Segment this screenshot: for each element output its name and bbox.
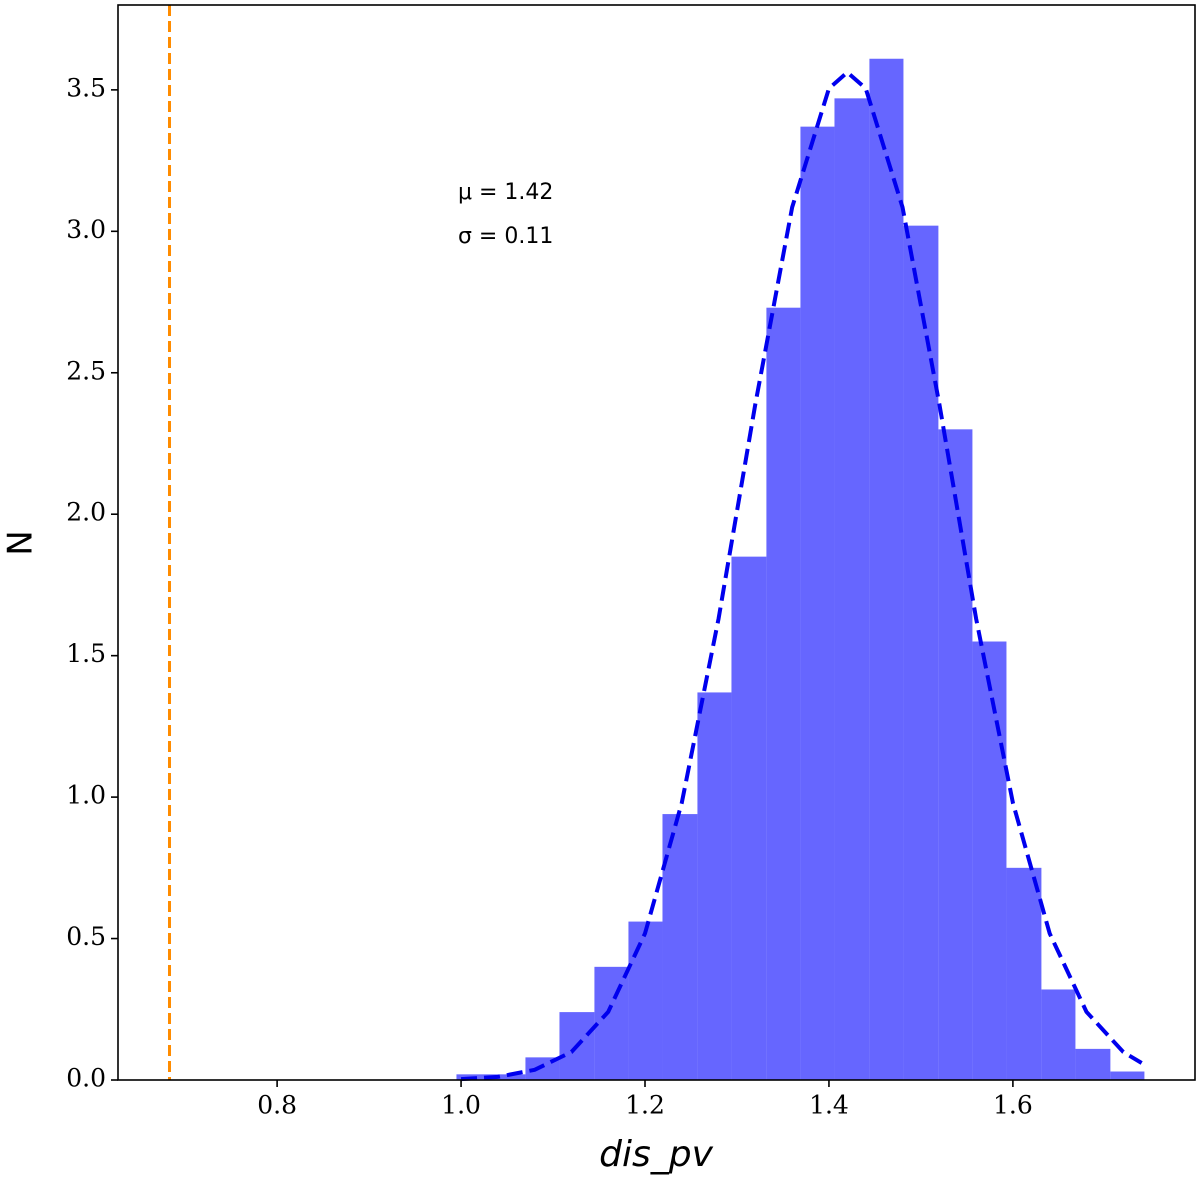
bar — [800, 126, 835, 1081]
annotation: μ = 1.42 — [458, 180, 553, 205]
y-tick-label: 3.5 — [66, 73, 106, 102]
bar — [903, 225, 939, 1080]
bar — [1075, 1048, 1111, 1080]
bar — [972, 641, 1007, 1080]
y-tick-label: 2.0 — [66, 498, 106, 527]
bar — [1006, 867, 1042, 1080]
bar — [662, 814, 698, 1080]
bar — [490, 1074, 526, 1080]
fit-curve — [460, 69, 1143, 1082]
bar — [938, 429, 973, 1080]
annotation: σ = 0.11 — [458, 224, 553, 249]
bar — [525, 1057, 560, 1080]
x-tick-label: 1.0 — [441, 1091, 481, 1120]
y-tick-label: 1.0 — [66, 781, 106, 810]
x-tick-label: 1.4 — [809, 1091, 849, 1120]
x-tick-label: 0.8 — [257, 1091, 297, 1120]
y-tick-label: 0.0 — [66, 1064, 106, 1093]
y-tick-label: 2.5 — [66, 356, 106, 385]
bar — [628, 921, 663, 1080]
bar — [766, 307, 801, 1080]
bar — [869, 58, 904, 1080]
plot-frame — [117, 4, 1196, 1081]
y-axis-label: N — [1, 530, 41, 555]
y-tick-label: 1.5 — [66, 639, 106, 668]
x-axis-label: dis_pv — [599, 1134, 713, 1175]
x-tick-label: 1.6 — [993, 1091, 1033, 1120]
x-tick-label: 1.2 — [625, 1091, 665, 1120]
y-tick-label: 0.5 — [66, 922, 106, 951]
bar — [594, 966, 629, 1080]
bar — [1041, 989, 1076, 1080]
y-tick-label: 3.0 — [66, 215, 106, 244]
bar — [1110, 1071, 1145, 1080]
bar — [731, 556, 767, 1080]
bar — [697, 692, 732, 1080]
bar — [834, 98, 870, 1080]
